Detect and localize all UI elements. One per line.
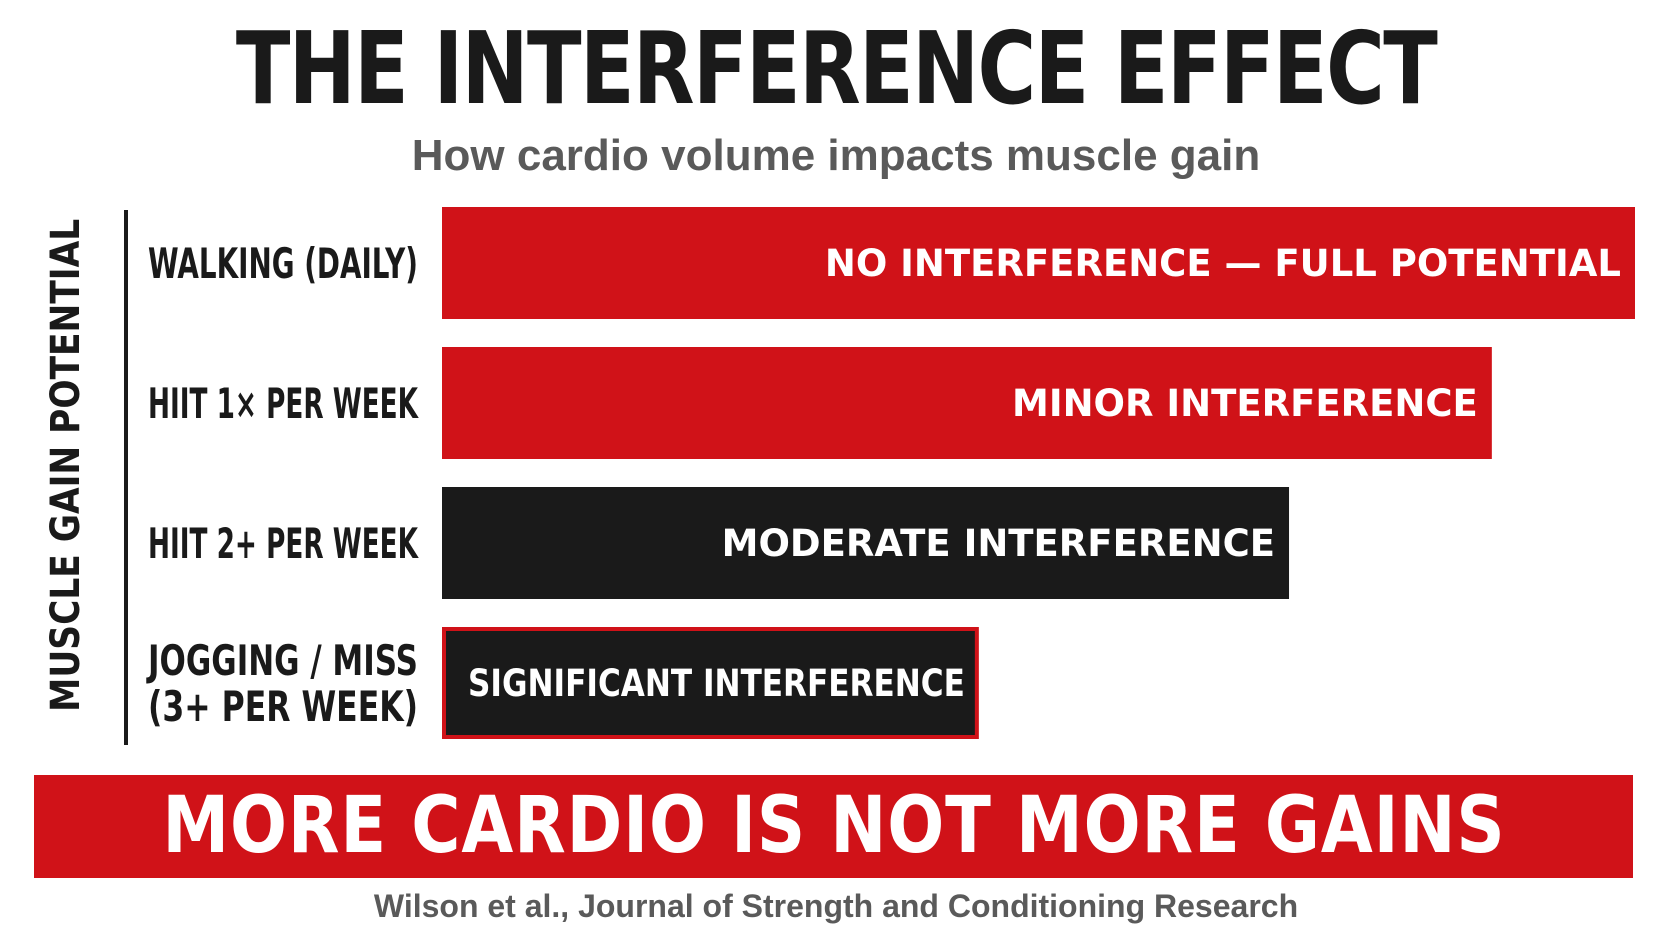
bar-chart: NO INTERFERENCE — FULL POTENTIAL WALKING …	[146, 207, 1635, 739]
conclusion-banner-text: MORE CARDIO IS NOT MORE GAINS	[161, 781, 1506, 871]
y-axis-line	[124, 210, 128, 745]
bar-3	[442, 487, 1290, 599]
category-label-4-line-1: JOGGING / MISS	[146, 636, 418, 685]
category-label-2: HIIT 1× PER WEEK	[148, 379, 419, 428]
category-label-4-line-2: (3+ PER WEEK)	[148, 682, 418, 731]
bar-label-3: MODERATE INTERFERENCE	[722, 522, 1275, 565]
bar-4	[442, 627, 979, 739]
bar-label-1: NO INTERFERENCE — FULL POTENTIAL	[825, 242, 1621, 285]
source-citation: Wilson et al., Journal of Strength and C…	[373, 888, 1299, 924]
category-label-3: HIIT 2+ PER WEEK	[148, 519, 419, 568]
bar-1	[442, 207, 1635, 319]
bar-2	[442, 347, 1492, 459]
bar-label-4: SIGNIFICANT INTERFERENCE	[468, 662, 965, 705]
category-label-1: WALKING (DAILY)	[148, 239, 418, 288]
conclusion-banner: MORE CARDIO IS NOT MORE GAINS	[34, 775, 1633, 878]
chart-subtitle: How cardio volume impacts muscle gain	[411, 131, 1261, 180]
bar-label-2: MINOR INTERFERENCE	[1012, 382, 1478, 425]
chart-title: THE INTERFERENCE EFFECT	[235, 10, 1438, 127]
